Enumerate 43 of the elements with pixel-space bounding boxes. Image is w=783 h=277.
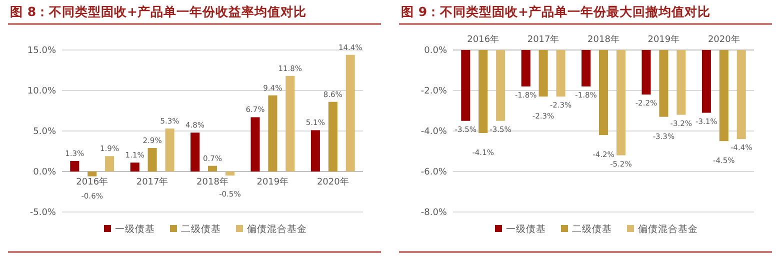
- x-tick-label: 2018年: [588, 34, 620, 45]
- y-tick-label: 5.0%: [33, 127, 56, 137]
- legend-label: 一级债基: [506, 223, 546, 235]
- bar: [130, 162, 140, 172]
- bar: [225, 172, 234, 176]
- bar: [346, 54, 355, 172]
- y-tick-label: 10.0%: [27, 86, 56, 96]
- x-tick-label: 2016年: [467, 34, 500, 45]
- bar: [268, 95, 278, 172]
- y-tick-label: -8.0%: [420, 208, 448, 218]
- x-tick-label: 2018年: [196, 176, 228, 188]
- bar: [105, 156, 114, 172]
- y-tick-label: -4.0%: [420, 127, 448, 137]
- bar: [208, 166, 218, 172]
- x-tick-label: 2020年: [316, 176, 349, 188]
- legend-label: 偏债混合基金: [247, 223, 307, 235]
- bar: [328, 102, 338, 172]
- bar: [70, 160, 80, 172]
- chart-title: 图 9：不同类型固收+产品单一年份最大回撤均值对比: [401, 4, 711, 19]
- x-tick-label: 2017年: [527, 34, 560, 45]
- bar: [250, 117, 260, 172]
- bar: [148, 148, 157, 172]
- x-tick-label: 2020年: [708, 34, 740, 45]
- legend-label: 一级债基: [115, 223, 155, 235]
- bar: [165, 128, 174, 172]
- legend-label: 二级债基: [572, 223, 612, 235]
- y-tick-label: -2.0%: [420, 86, 448, 96]
- bar: [190, 132, 200, 172]
- x-tick-label: 2016年: [76, 176, 108, 188]
- y-tick-label: 0.0%: [424, 46, 448, 56]
- bar: [88, 172, 97, 176]
- bar: [310, 130, 320, 172]
- chart-title: 图 8：不同类型固收+产品单一年份收益率均值对比: [10, 4, 307, 19]
- y-tick-label: -6.0%: [420, 168, 448, 178]
- legend-label: 偏债混合基金: [638, 223, 698, 235]
- y-tick-label: 15.0%: [27, 46, 56, 56]
- y-tick-label: 0.0%: [33, 168, 56, 178]
- bar: [286, 76, 295, 172]
- x-tick-label: 2019年: [648, 34, 680, 45]
- x-tick-label: 2019年: [256, 176, 289, 188]
- legend-label: 二级债基: [181, 223, 221, 235]
- x-tick-label: 2017年: [136, 176, 168, 188]
- y-tick-label: -5.0%: [30, 208, 56, 218]
